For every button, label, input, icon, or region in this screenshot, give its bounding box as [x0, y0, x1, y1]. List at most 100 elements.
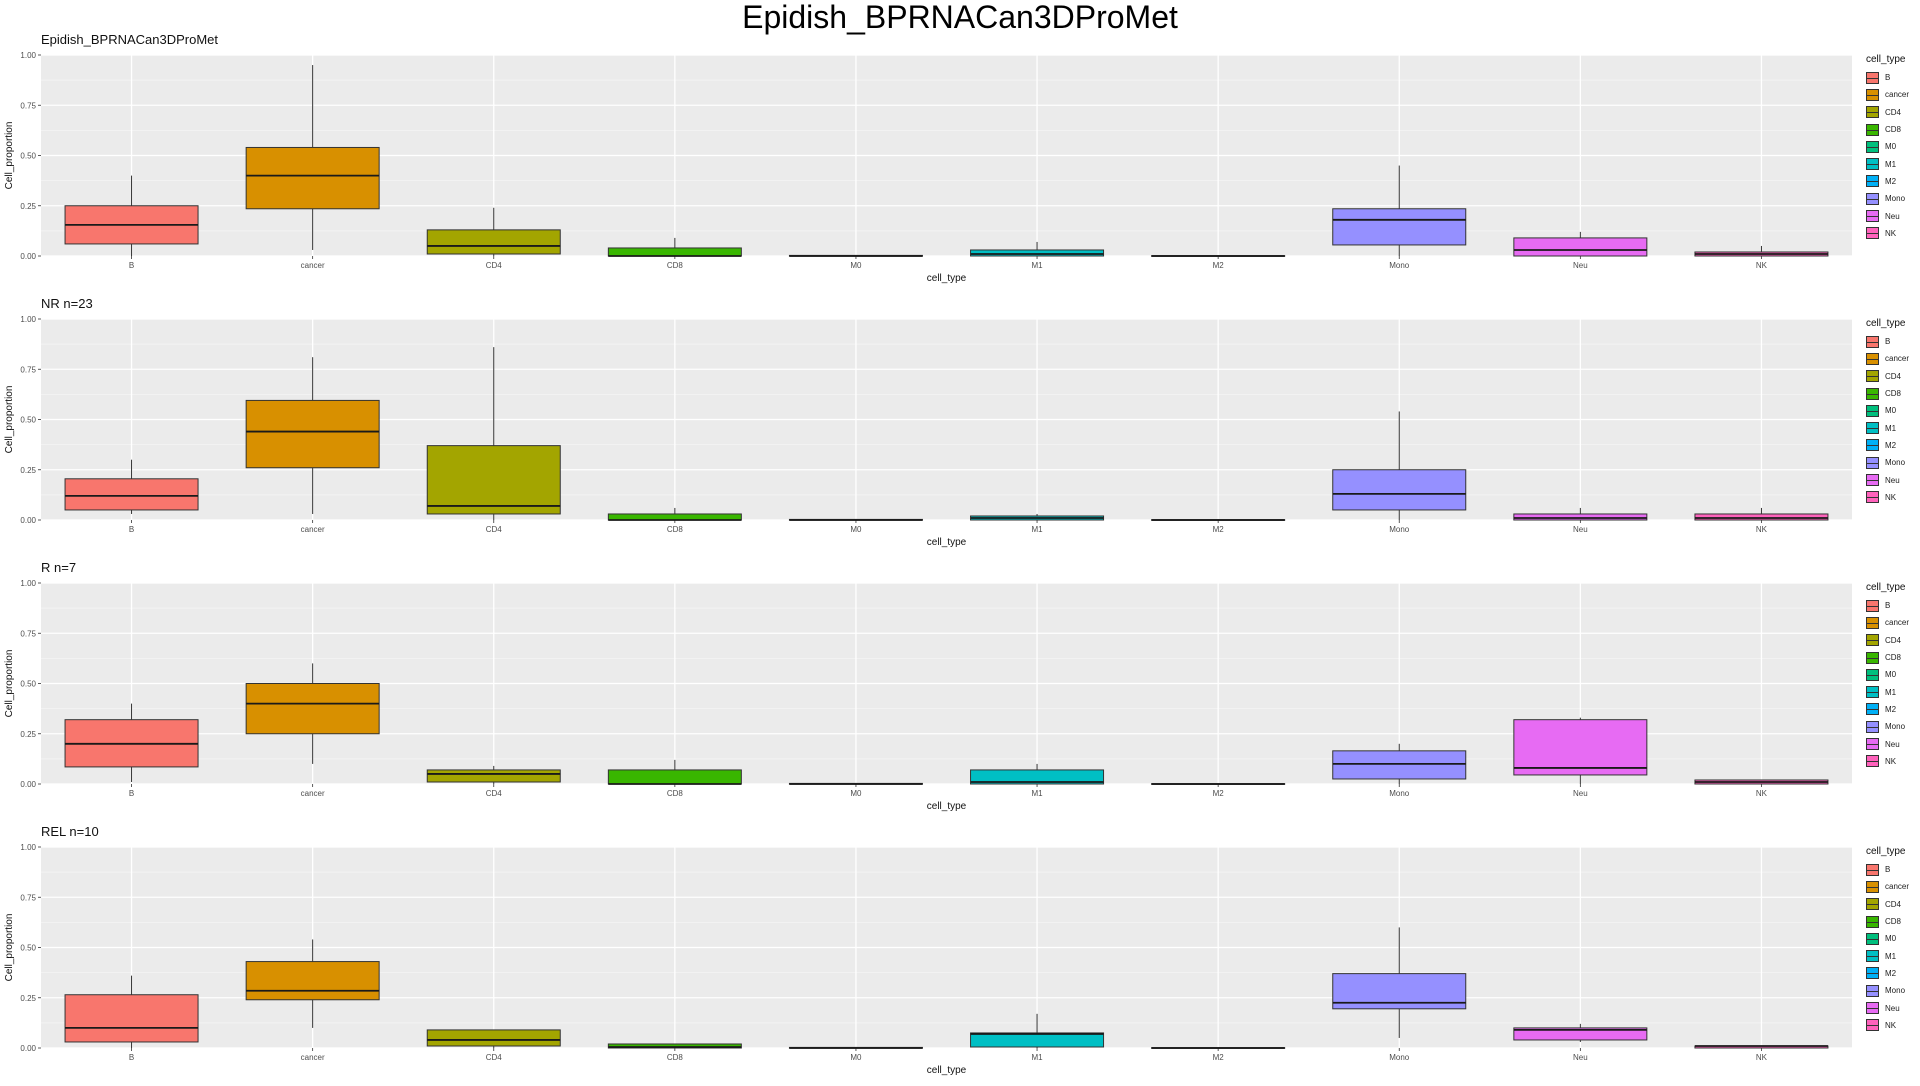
y-axis-title: Cell_proportion [4, 914, 15, 982]
legend-item-cd8: CD8 [1866, 385, 1920, 402]
x-tick-label: M0 [850, 261, 862, 270]
y-tick-label: 1.00 [20, 51, 36, 60]
legend-label: B [1885, 865, 1891, 875]
box-m1 [970, 1013, 1105, 1048]
x-axis-title: cell_type [927, 273, 967, 284]
y-tick-label: 1.00 [20, 579, 36, 588]
box-nk [1694, 507, 1829, 521]
legend-key [1866, 880, 1879, 893]
box-cd4 [426, 1029, 561, 1048]
box-cd4 [426, 207, 561, 256]
panel-title: REL n=10 [41, 824, 99, 839]
x-tick-label: CD4 [486, 261, 503, 270]
panel-title: R n=7 [41, 560, 77, 575]
x-tick-label: M2 [1213, 261, 1225, 270]
x-axis-title: cell_type [927, 801, 967, 812]
box-cd8 [607, 507, 742, 521]
y-tick-label: 1.00 [20, 843, 36, 852]
legend-item-m0: M0 [1866, 138, 1920, 155]
legend-key [1866, 703, 1879, 716]
x-tick-label: M1 [1031, 1053, 1043, 1062]
box-cd4 [426, 347, 561, 520]
y-tick-label: 1.00 [20, 315, 36, 324]
legend-label: B [1885, 73, 1891, 83]
legend-label: CD8 [1885, 389, 1902, 399]
box-neu [1513, 717, 1648, 784]
legend-key [1866, 106, 1879, 119]
x-tick-label: CD4 [486, 1053, 503, 1062]
x-tick-label: Neu [1573, 789, 1588, 798]
box-mono [1332, 411, 1467, 520]
legend-key [1866, 140, 1879, 153]
box-iqr [970, 769, 1105, 785]
box-iqr [1332, 750, 1467, 780]
legend-label: NK [1885, 756, 1897, 766]
legend-key [1866, 387, 1879, 400]
chart-panel: Epidish_BPRNACan3DProMet 0.00 0.25 0.50 0.75… [0, 30, 1920, 294]
box-m2 [1151, 783, 1286, 785]
x-tick-label: Mono [1389, 1053, 1410, 1062]
box-cancer [245, 357, 380, 514]
legend-label: M1 [1885, 951, 1897, 961]
y-tick-label: 0.00 [20, 780, 36, 789]
box-mono [1332, 927, 1467, 1038]
box-mono [1332, 165, 1467, 256]
box-iqr [1332, 469, 1467, 511]
legend-key [1866, 227, 1879, 240]
box-iqr [970, 249, 1105, 257]
legend-label: Mono [1885, 194, 1906, 204]
x-tick-label: cancer [301, 1053, 325, 1062]
legend-key [1866, 686, 1879, 699]
legend-label: CD4 [1885, 635, 1902, 645]
y-tick-label: 0.00 [20, 516, 36, 525]
box-cancer [245, 65, 380, 250]
y-tick-label: 0.25 [20, 730, 36, 739]
box-iqr [64, 994, 199, 1043]
box-iqr [1694, 513, 1829, 521]
x-tick-label: Neu [1573, 1053, 1588, 1062]
y-axis-title: Cell_proportion [4, 386, 15, 454]
x-tick-label: CD8 [667, 261, 684, 270]
legend-item-neu: Neu [1866, 735, 1920, 752]
legend-label: cancer [1885, 882, 1910, 892]
y-tick-label: 0.75 [20, 629, 36, 638]
y-axis-title: Cell_proportion [4, 650, 15, 718]
legend-key [1866, 474, 1879, 487]
legend-title: cell_type [1866, 318, 1906, 329]
box-iqr [426, 445, 561, 515]
legend-label: M0 [1885, 670, 1897, 680]
legend-label: M2 [1885, 176, 1897, 186]
box-m0 [788, 254, 923, 257]
legend-key [1866, 370, 1879, 383]
box-cancer [245, 939, 380, 1028]
legend-key [1866, 738, 1879, 751]
legend-item-cd4: CD4 [1866, 104, 1920, 121]
legend-item-cancer: cancer [1866, 878, 1920, 895]
box-m1 [970, 513, 1105, 521]
legend-label: CD4 [1885, 899, 1902, 909]
legend-label: M0 [1885, 142, 1897, 152]
legend-label: Neu [1885, 1003, 1900, 1013]
box-iqr [426, 229, 561, 255]
legend-item-mono: Mono [1866, 454, 1920, 471]
legend-key [1866, 335, 1879, 348]
legend-key [1866, 984, 1879, 997]
x-tick-label: M2 [1213, 789, 1225, 798]
y-tick-label: 0.50 [20, 416, 36, 425]
box-iqr [245, 399, 380, 469]
chart-svg: 0.00 0.25 0.50 0.75 1.00 B cancer CD4 CD8 M0 M1 M2 M… [4, 843, 1852, 1076]
legend-item-b: B [1866, 861, 1920, 878]
legend-item-mono: Mono [1866, 718, 1920, 735]
x-tick-label: M2 [1213, 525, 1225, 534]
x-tick-label: Neu [1573, 261, 1588, 270]
legend-label: NK [1885, 228, 1897, 238]
y-tick-label: 0.50 [20, 944, 36, 953]
x-tick-label: B [129, 1053, 134, 1062]
box-iqr [426, 1029, 561, 1047]
x-tick-label: NK [1756, 789, 1768, 798]
legend-title: cell_type [1866, 846, 1906, 857]
box-cd8 [607, 237, 742, 257]
legend-key [1866, 1019, 1879, 1032]
legend-key [1866, 651, 1879, 664]
